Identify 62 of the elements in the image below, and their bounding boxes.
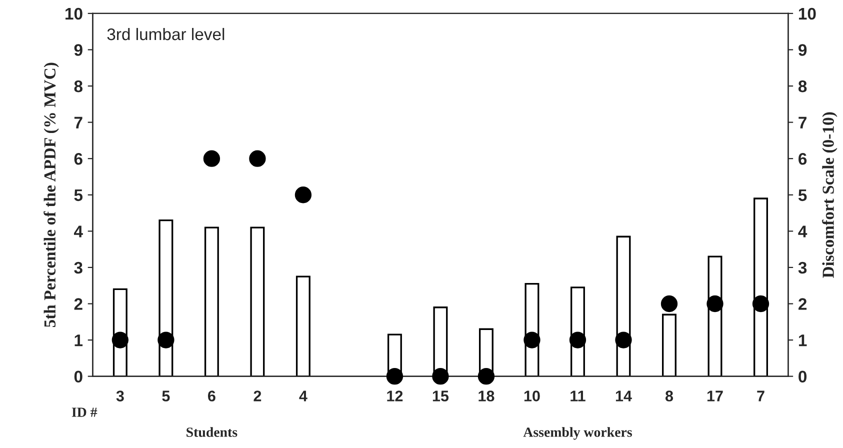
x-tick-label: 3 xyxy=(116,390,124,402)
y-axis-title: 5th Percentile of the APDF (% MVC) xyxy=(44,62,59,328)
point xyxy=(478,368,495,385)
x-tick-label: 2 xyxy=(254,390,262,402)
y-tick-label: 8 xyxy=(74,80,82,92)
x-tick-label: 11 xyxy=(570,390,586,402)
y-tick-label: 7 xyxy=(74,116,82,128)
y2-tick-label: 7 xyxy=(798,116,806,128)
text: Assembly workers xyxy=(523,427,632,440)
y2-tick-label: 8 xyxy=(798,80,807,92)
bar xyxy=(158,219,174,376)
x-tick-label: 14 xyxy=(616,390,632,402)
y2-tick-label: 9 xyxy=(798,44,807,56)
y-tick-label: 0 xyxy=(74,370,82,383)
x-tick-label: 7 xyxy=(757,390,764,402)
x-tick-label: 17 xyxy=(707,390,723,402)
y2-tick-label: 4 xyxy=(798,226,808,238)
y-tick-label: 10 xyxy=(66,8,82,20)
y2-tick-label: 2 xyxy=(798,298,807,310)
point xyxy=(752,295,770,312)
bar xyxy=(296,276,310,376)
point xyxy=(158,332,174,348)
bar xyxy=(250,226,265,376)
point xyxy=(112,332,129,348)
y-tick-label: 3 xyxy=(74,262,82,274)
bar xyxy=(204,226,219,376)
point xyxy=(524,332,540,348)
point xyxy=(432,368,449,385)
point xyxy=(203,150,220,167)
y-tick-label: 6 xyxy=(74,152,82,165)
y2-tick-label: 1 xyxy=(798,334,807,346)
bar xyxy=(754,198,768,376)
y-tick-label: 5 xyxy=(74,189,83,202)
bar xyxy=(662,314,676,376)
x-tick-label: 8 xyxy=(665,390,674,402)
y2-tick-label: 0 xyxy=(798,370,807,383)
x-tick-label: 10 xyxy=(524,390,540,402)
text: ID # xyxy=(72,408,98,417)
point xyxy=(615,332,632,348)
point xyxy=(386,368,404,385)
y-tick-label: 1 xyxy=(74,334,83,346)
point xyxy=(249,150,266,167)
x-tick-label: 4 xyxy=(299,390,308,402)
y2-tick-label: 5 xyxy=(798,189,807,202)
annotation: 3rd lumbar level xyxy=(107,28,224,40)
point xyxy=(706,295,724,312)
y2-tick-label: 3 xyxy=(798,262,807,274)
x-tick-label: 12 xyxy=(387,390,403,402)
y2-tick-label: 10 xyxy=(798,8,816,20)
x-tick-label: 15 xyxy=(432,390,449,402)
text: Students xyxy=(186,427,238,437)
point xyxy=(294,186,312,204)
y-tick-label: 2 xyxy=(74,298,82,310)
y2-tick-label: 6 xyxy=(798,152,807,165)
point xyxy=(569,332,586,348)
y-tick-label: 9 xyxy=(74,44,82,56)
x-tick-label: 18 xyxy=(478,390,494,402)
x-tick-label: 5 xyxy=(162,390,170,402)
y-tick-label: 4 xyxy=(74,226,83,238)
point xyxy=(660,295,678,312)
y2-axis-title: Discomfort Scale (0-10) xyxy=(822,112,838,278)
x-tick-label: 6 xyxy=(208,390,216,402)
